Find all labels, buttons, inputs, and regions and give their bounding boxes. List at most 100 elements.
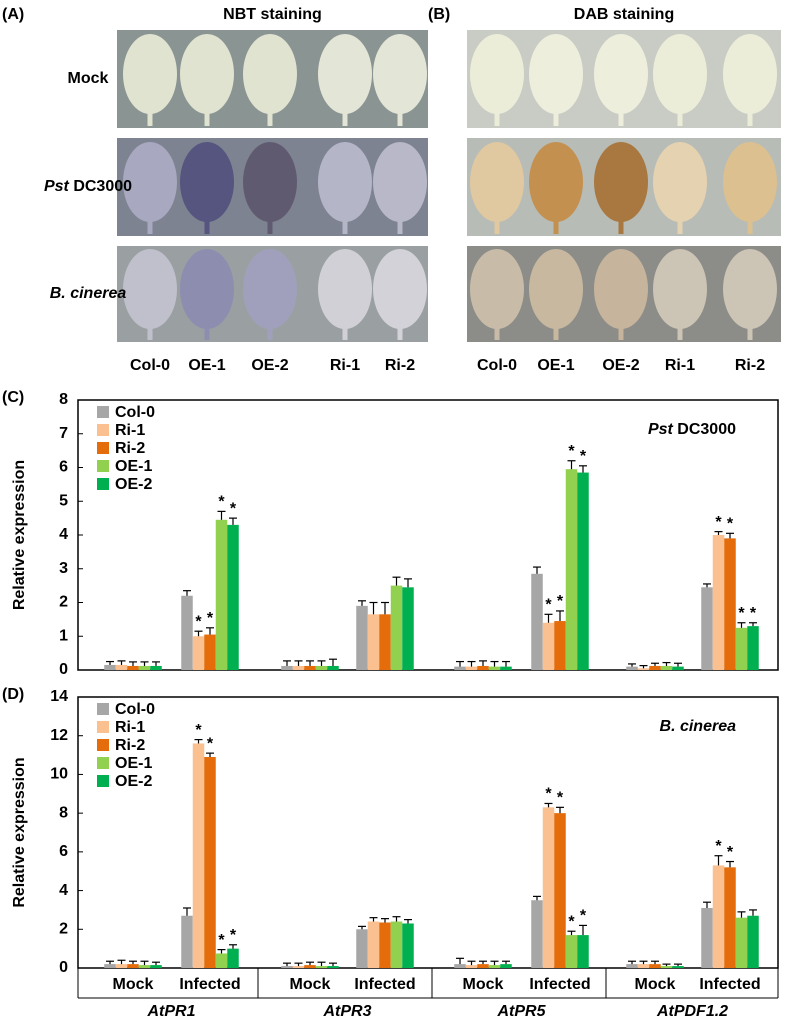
error-bar — [502, 660, 510, 667]
legend-label: Ri-2 — [115, 440, 145, 457]
leaf — [243, 249, 297, 329]
error-bar — [194, 738, 203, 744]
significance-mark: * — [230, 500, 237, 517]
bar — [626, 964, 638, 968]
bar — [192, 636, 205, 670]
error-bar — [283, 660, 291, 666]
error-bar — [651, 662, 659, 666]
y-tick-label: 2 — [59, 921, 68, 938]
error-bar — [217, 510, 226, 520]
column-label: OE-2 — [602, 357, 639, 374]
bar — [204, 757, 216, 968]
error-bar — [579, 924, 587, 936]
significance-mark: * — [727, 516, 734, 533]
error-bar — [152, 961, 160, 966]
legend-label: OE-1 — [115, 458, 152, 475]
error-bar — [404, 578, 412, 588]
y-axis-label: Relative expression — [11, 460, 28, 610]
bar — [735, 627, 748, 670]
bar — [465, 965, 478, 968]
annotation: Pst DC3000 — [648, 421, 736, 438]
bar — [402, 923, 414, 968]
error-bar — [749, 622, 757, 627]
significance-mark: * — [230, 927, 237, 944]
error-bar — [639, 960, 648, 965]
significance-mark: * — [738, 605, 745, 622]
error-bar — [674, 963, 682, 967]
error-bar — [714, 855, 723, 866]
bar — [660, 966, 673, 968]
row-label: Pst DC3000 — [44, 178, 132, 195]
row-label-part: Pst — [44, 178, 70, 195]
significance-mark: * — [218, 932, 225, 949]
bar — [660, 665, 673, 670]
y-axis-label: Relative expression — [11, 757, 28, 907]
error-bar — [229, 944, 237, 949]
error-bar — [456, 957, 464, 965]
bar — [577, 935, 589, 968]
error-bar — [369, 917, 378, 922]
error-bar — [651, 960, 659, 965]
error-bar — [533, 895, 541, 901]
error-bar — [117, 959, 126, 965]
bar — [356, 605, 368, 670]
bar — [379, 922, 391, 968]
leaf — [123, 34, 177, 114]
significance-mark: * — [715, 838, 722, 855]
error-bar — [749, 909, 757, 916]
row-label-part: B. cinerea — [50, 285, 127, 302]
legend-label: OE-1 — [115, 755, 152, 772]
significance-mark: * — [207, 610, 214, 627]
bar — [304, 965, 316, 968]
leaf — [180, 34, 234, 114]
error-bar — [217, 949, 226, 954]
x-tick-label: Mock — [463, 976, 504, 993]
x-tick-label: Mock — [635, 976, 676, 993]
bar — [701, 587, 713, 670]
error-bar — [467, 660, 476, 667]
error-bar — [152, 661, 160, 666]
leaf — [723, 34, 777, 114]
y-tick-label: 10 — [50, 766, 68, 783]
column-label: Ri-2 — [735, 357, 765, 374]
bar — [465, 666, 478, 670]
bar — [227, 524, 239, 670]
bar — [577, 472, 589, 670]
error-bar — [737, 622, 746, 628]
significance-mark: * — [580, 448, 587, 465]
bar — [367, 614, 380, 670]
bar — [542, 807, 555, 968]
column-label: Ri-2 — [385, 357, 415, 374]
legend-swatch — [97, 757, 109, 769]
leaf — [318, 249, 372, 329]
bar — [565, 935, 578, 968]
error-bar — [556, 610, 564, 622]
error-bar — [737, 911, 746, 918]
bar — [390, 921, 403, 968]
error-bar — [106, 960, 114, 965]
error-bar — [714, 531, 723, 535]
bar — [315, 966, 328, 968]
bar — [542, 622, 555, 670]
significance-mark: * — [545, 786, 552, 803]
error-bar — [726, 532, 734, 539]
legend-swatch — [97, 442, 109, 454]
leaf — [594, 249, 648, 329]
legend-swatch — [97, 478, 109, 490]
bar — [500, 666, 512, 670]
leaf — [529, 142, 583, 222]
error-bar — [381, 918, 389, 923]
leaf — [373, 34, 427, 114]
error-bar — [567, 930, 576, 936]
error-bar — [556, 806, 564, 814]
legend-label: OE-2 — [115, 773, 152, 790]
error-bar — [317, 660, 326, 666]
y-tick-label: 7 — [59, 425, 68, 442]
error-bar — [140, 661, 149, 666]
legend-label: Ri-2 — [115, 737, 145, 754]
bar — [735, 917, 748, 968]
error-bar — [206, 752, 214, 758]
legend-swatch — [97, 775, 109, 787]
panel-label: (B) — [428, 6, 450, 23]
